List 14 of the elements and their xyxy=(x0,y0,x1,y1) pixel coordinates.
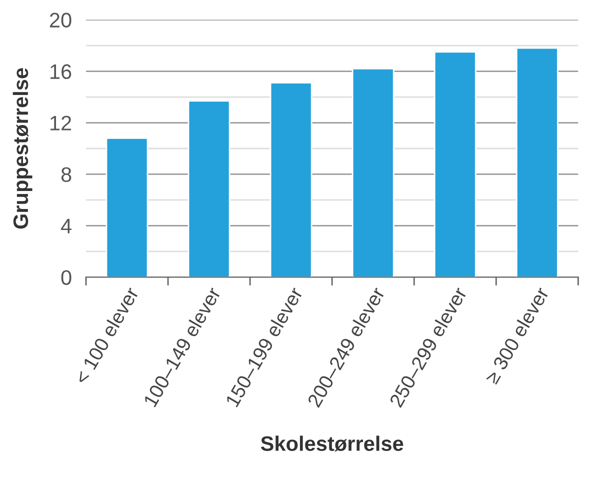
y-tick-label: 0 xyxy=(61,270,72,285)
y-axis-title: Gruppestørrelse xyxy=(12,68,32,229)
x-axis-title: Skolestørrelse xyxy=(260,436,404,452)
y-tick-label: 12 xyxy=(50,116,72,130)
y-tick-label: 20 xyxy=(50,12,72,28)
bar xyxy=(516,47,558,278)
bar xyxy=(188,100,230,278)
bar xyxy=(434,51,476,278)
bar xyxy=(106,138,148,278)
bar xyxy=(270,82,312,278)
y-tick-label: 4 xyxy=(60,218,72,234)
bar xyxy=(352,68,394,278)
y-tick-label: 16 xyxy=(50,64,72,80)
y-tick-label: 8 xyxy=(61,167,72,182)
